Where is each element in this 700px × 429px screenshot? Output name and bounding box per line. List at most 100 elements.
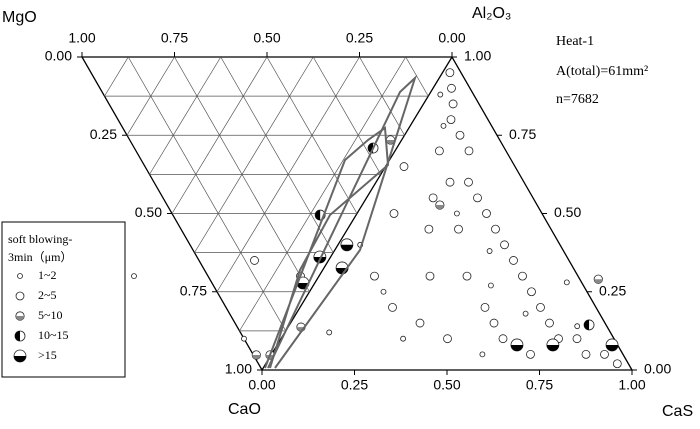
grid-line [220, 56, 334, 253]
point [464, 177, 473, 187]
point [440, 122, 447, 129]
point-body [400, 335, 407, 342]
tick-label: 0.50 [135, 204, 162, 220]
point [14, 330, 26, 342]
tick-label: 0.00 [45, 48, 72, 64]
point-body [445, 68, 455, 78]
point-body [500, 240, 509, 250]
grid-line [194, 56, 314, 253]
tick-label: 1.00 [618, 377, 645, 393]
point-body [389, 209, 399, 218]
tick-label: 0.50 [253, 30, 280, 46]
point [498, 334, 508, 344]
point-body [448, 99, 458, 109]
point [17, 273, 23, 279]
region [267, 74, 418, 369]
point [435, 200, 445, 210]
point [479, 351, 486, 358]
tick-label: 0.50 [554, 204, 581, 220]
point [13, 349, 27, 363]
point [509, 256, 518, 265]
point [326, 329, 333, 336]
point [545, 318, 554, 328]
grid-line [405, 56, 429, 97]
tick-label: 0.75 [509, 126, 536, 142]
point-body [462, 271, 472, 281]
point [600, 349, 609, 359]
point [510, 338, 524, 352]
point [480, 302, 490, 312]
point [546, 338, 560, 352]
point-body [509, 256, 518, 265]
point [448, 99, 458, 109]
point-body [479, 351, 486, 358]
point [443, 334, 452, 344]
point [399, 162, 409, 171]
legend-label: 2~5 [38, 288, 57, 302]
point-body [572, 334, 582, 344]
point [518, 271, 527, 281]
tick-label: 0.25 [599, 282, 626, 298]
point [487, 282, 494, 289]
point [581, 349, 591, 359]
point-fill [315, 210, 321, 221]
point [15, 311, 25, 321]
point-body [526, 349, 535, 359]
point-body [480, 302, 490, 312]
point [251, 350, 261, 360]
point-body [424, 224, 434, 234]
point-body [527, 287, 536, 297]
grid-line [126, 56, 175, 136]
point [241, 335, 247, 342]
point-body [380, 288, 387, 295]
point [380, 288, 387, 295]
grid [77, 52, 637, 375]
tick-label: 0.25 [346, 30, 373, 46]
point [574, 323, 581, 330]
point-fill [510, 344, 523, 351]
point-body [600, 349, 609, 359]
point-body [498, 334, 508, 344]
point [489, 318, 499, 328]
point [447, 83, 456, 93]
point-body [17, 273, 23, 279]
tick-label: 0.00 [248, 377, 275, 393]
tick-label: 1.00 [225, 361, 252, 377]
point [131, 273, 137, 280]
point-fill [340, 244, 353, 251]
point [15, 291, 25, 301]
point-fill [15, 331, 20, 341]
point [250, 256, 259, 265]
point [572, 334, 582, 344]
point-body [370, 271, 379, 281]
legend-label: 5~10 [38, 308, 63, 322]
point-body [486, 248, 493, 254]
annotation: A(total)=61mm² [556, 64, 648, 79]
point [455, 130, 465, 140]
point-body [455, 130, 465, 140]
point [482, 209, 491, 218]
point [434, 146, 444, 156]
point-body [473, 193, 482, 203]
tick-label: 0.50 [433, 377, 460, 393]
tick-label: 1.00 [68, 30, 95, 46]
point [612, 359, 622, 369]
point-body [434, 146, 444, 156]
point [445, 177, 455, 187]
point-fill [386, 139, 395, 145]
tick-label: 0.75 [526, 377, 553, 393]
point [445, 68, 455, 78]
point-body [250, 256, 259, 265]
point-fill [15, 316, 25, 321]
point-body [131, 273, 137, 280]
tick-label: 0.00 [438, 30, 465, 46]
point-body [440, 122, 447, 129]
vertex-label: Al₂O₃ [472, 5, 511, 22]
grid-line [216, 56, 360, 292]
tick-label: 0.75 [161, 30, 188, 46]
point [425, 271, 435, 281]
grid-line [149, 56, 222, 175]
point [500, 240, 509, 250]
point-fill [584, 319, 590, 330]
point [491, 224, 500, 234]
